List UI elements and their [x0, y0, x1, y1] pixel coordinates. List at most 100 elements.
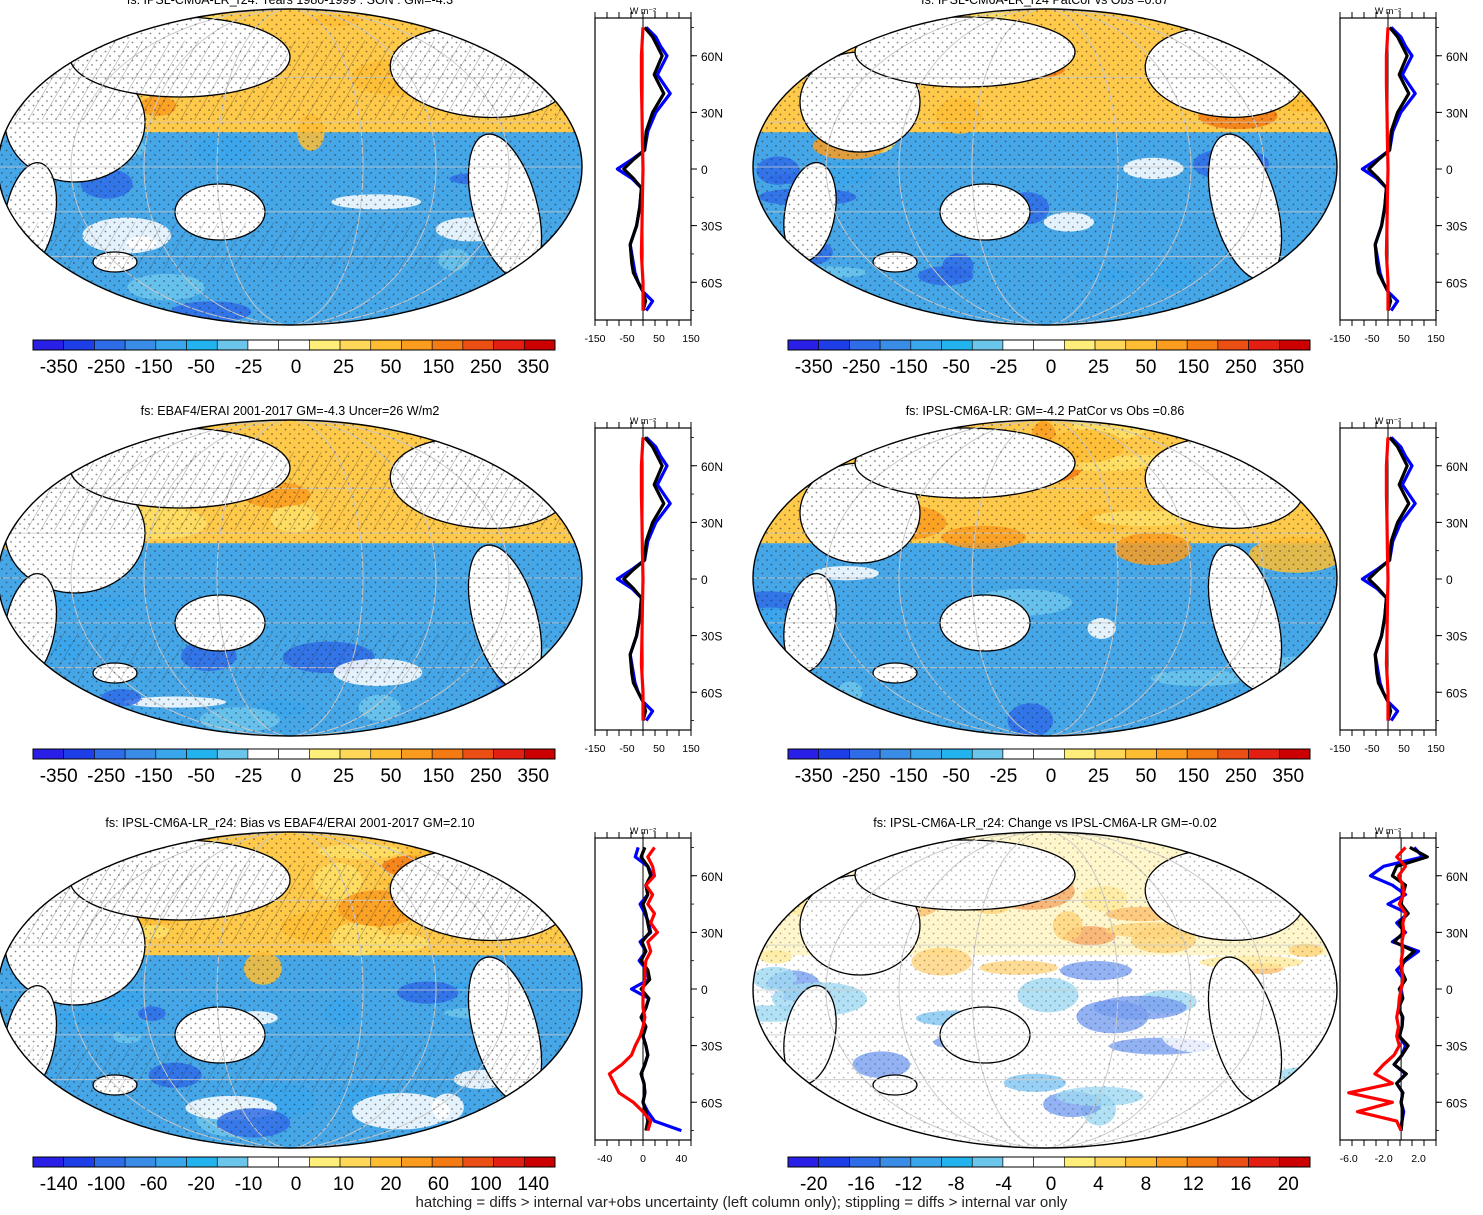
colorbar-label: -150: [135, 357, 173, 378]
colorbar-5: -140 -100 -60 -20 -10 0 10 20 60 100 140: [32, 1156, 556, 1195]
map-border: [0, 831, 583, 1149]
colorbar-swatch: [32, 1156, 65, 1168]
colorbar-swatch: [1186, 1156, 1219, 1168]
colorbar-swatch: [941, 1156, 973, 1168]
colorbar-swatch: [124, 1156, 157, 1168]
colorbar-label: 350: [517, 766, 549, 787]
colorbar-label: 20: [1278, 1174, 1299, 1195]
colorbar-label: -250: [87, 766, 125, 787]
colorbar-swatch: [1248, 339, 1280, 351]
colorbar-label: 250: [1225, 357, 1257, 378]
map-border: [0, 419, 583, 737]
profile-series-line: [1367, 26, 1411, 312]
colorbar-label: -25: [990, 766, 1017, 787]
colorbar-swatch: [971, 339, 1004, 351]
colorbar-swatch: [370, 339, 402, 351]
colorbar-label: 10: [333, 1174, 354, 1195]
colorbar-label: 150: [1178, 357, 1210, 378]
colorbar-swatch: [63, 748, 95, 760]
colorbar-swatch: [1156, 1156, 1188, 1168]
colorbar-label: -25: [235, 766, 262, 787]
colorbar-swatch: [1217, 748, 1249, 760]
lat-tick-label: 0: [1446, 983, 1453, 997]
colorbar-swatch: [1064, 1156, 1096, 1168]
colorbar-label: -20: [800, 1174, 827, 1195]
colorbar-label: -350: [795, 766, 833, 787]
colorbar-label: 0: [1046, 357, 1057, 378]
colorbar-swatch: [401, 748, 433, 760]
colorbar-swatch: [879, 1156, 912, 1168]
colorbar-label: -60: [140, 1174, 167, 1195]
zonal-profile-3: 60N 30N 0 30S 60S -150 -50 50 150 W m⁻²: [584, 416, 723, 755]
lat-tick-label: 30N: [701, 926, 723, 940]
colorbar-label: -350: [40, 357, 78, 378]
colorbar-swatch: [370, 748, 402, 760]
colorbar-swatch: [155, 748, 187, 760]
colorbar-swatch: [216, 339, 249, 351]
colorbar-label: 25: [1088, 766, 1109, 787]
colorbar-label: 0: [291, 357, 302, 378]
lat-tick-label: 30S: [701, 630, 722, 644]
lat-tick-label: 30N: [1446, 106, 1468, 120]
colorbar-swatch: [1033, 339, 1065, 351]
lat-tick-label: 0: [1446, 573, 1453, 587]
colorbar-swatch: [1186, 339, 1219, 351]
colorbar-label: 100: [470, 1174, 502, 1195]
x-tick-label: -150: [584, 743, 605, 755]
colorbar-swatch: [247, 339, 279, 351]
colorbar-swatch: [278, 748, 310, 760]
colorbar-label: 50: [1135, 766, 1156, 787]
colorbar-label: 350: [517, 357, 549, 378]
map-border: [0, 8, 583, 326]
colorbar-swatch: [1278, 339, 1311, 351]
colorbar-swatch: [155, 1156, 187, 1168]
x-tick-label: 150: [1427, 743, 1445, 755]
colorbar-label: 25: [333, 766, 354, 787]
lat-tick-label: 30N: [701, 516, 723, 530]
colorbar-label: 50: [380, 357, 401, 378]
x-tick-label: -50: [1364, 743, 1379, 755]
colorbar-swatch: [1217, 1156, 1249, 1168]
map-panel-1: fs: IPSL-CM6A-LR_r24: Years 1980-1999 : …: [0, 0, 583, 326]
lat-tick-label: 60N: [1446, 50, 1468, 64]
colorbar-label: -250: [842, 766, 880, 787]
colorbar-swatch: [186, 339, 218, 351]
lat-tick-label: 30N: [1446, 516, 1468, 530]
colorbar-swatch: [94, 339, 126, 351]
unit-label: W m⁻²: [1375, 416, 1401, 426]
map-panel-4: fs: IPSL-CM6A-LR: GM=-4.2 PatCor vs Obs …: [752, 404, 1338, 737]
colorbar-label: 150: [1178, 766, 1210, 787]
colorbar-swatch: [818, 339, 850, 351]
colorbar-label: 8: [1141, 1174, 1152, 1195]
colorbar-label: -8: [948, 1174, 965, 1195]
colorbar-swatch: [910, 1156, 942, 1168]
colorbar-label: -250: [842, 357, 880, 378]
x-tick-label: -50: [619, 333, 634, 345]
colorbar-label: 50: [380, 766, 401, 787]
colorbar-swatch: [493, 1156, 525, 1168]
lat-tick-label: 60S: [701, 1096, 722, 1110]
map-panel-3: fs: EBAF4/ERAI 2001-2017 GM=-4.3 Uncer=2…: [0, 404, 583, 737]
map-title: fs: IPSL-CM6A-LR: GM=-4.2 PatCor vs Obs …: [906, 404, 1185, 418]
colorbar-1: -350 -250 -150 -50 -25 0 25 50 150 250 350: [32, 339, 556, 378]
colorbar-swatch: [401, 1156, 433, 1168]
zonal-profile-2: 60N 30N 0 30S 60S -150 -50 50 150 W m⁻²: [1329, 6, 1468, 345]
x-tick-label: 0: [640, 1153, 646, 1165]
x-tick-label: -150: [584, 333, 605, 345]
colorbar-6: -20 -16 -12 -8 -4 0 4 8 12 16 20: [787, 1156, 1311, 1195]
colorbar-swatch: [247, 1156, 279, 1168]
colorbar-swatch: [370, 1156, 402, 1168]
colorbar-label: -150: [135, 766, 173, 787]
colorbar-label: -16: [847, 1174, 874, 1195]
colorbar-swatch: [186, 748, 218, 760]
colorbar-swatch: [971, 1156, 1004, 1168]
colorbar-swatch: [1278, 1156, 1311, 1168]
colorbar-label: 0: [1046, 766, 1057, 787]
colorbar-swatch: [849, 1156, 881, 1168]
colorbar-swatch: [1094, 1156, 1127, 1168]
map-panel-2: fs: IPSL-CM6A-LR_r24 PatCor vs Obs =0.87: [752, 0, 1338, 326]
colorbar-swatch: [1156, 339, 1188, 351]
colorbar-swatch: [155, 339, 187, 351]
colorbar-swatch: [1002, 748, 1034, 760]
profile-series-line: [1384, 27, 1390, 311]
